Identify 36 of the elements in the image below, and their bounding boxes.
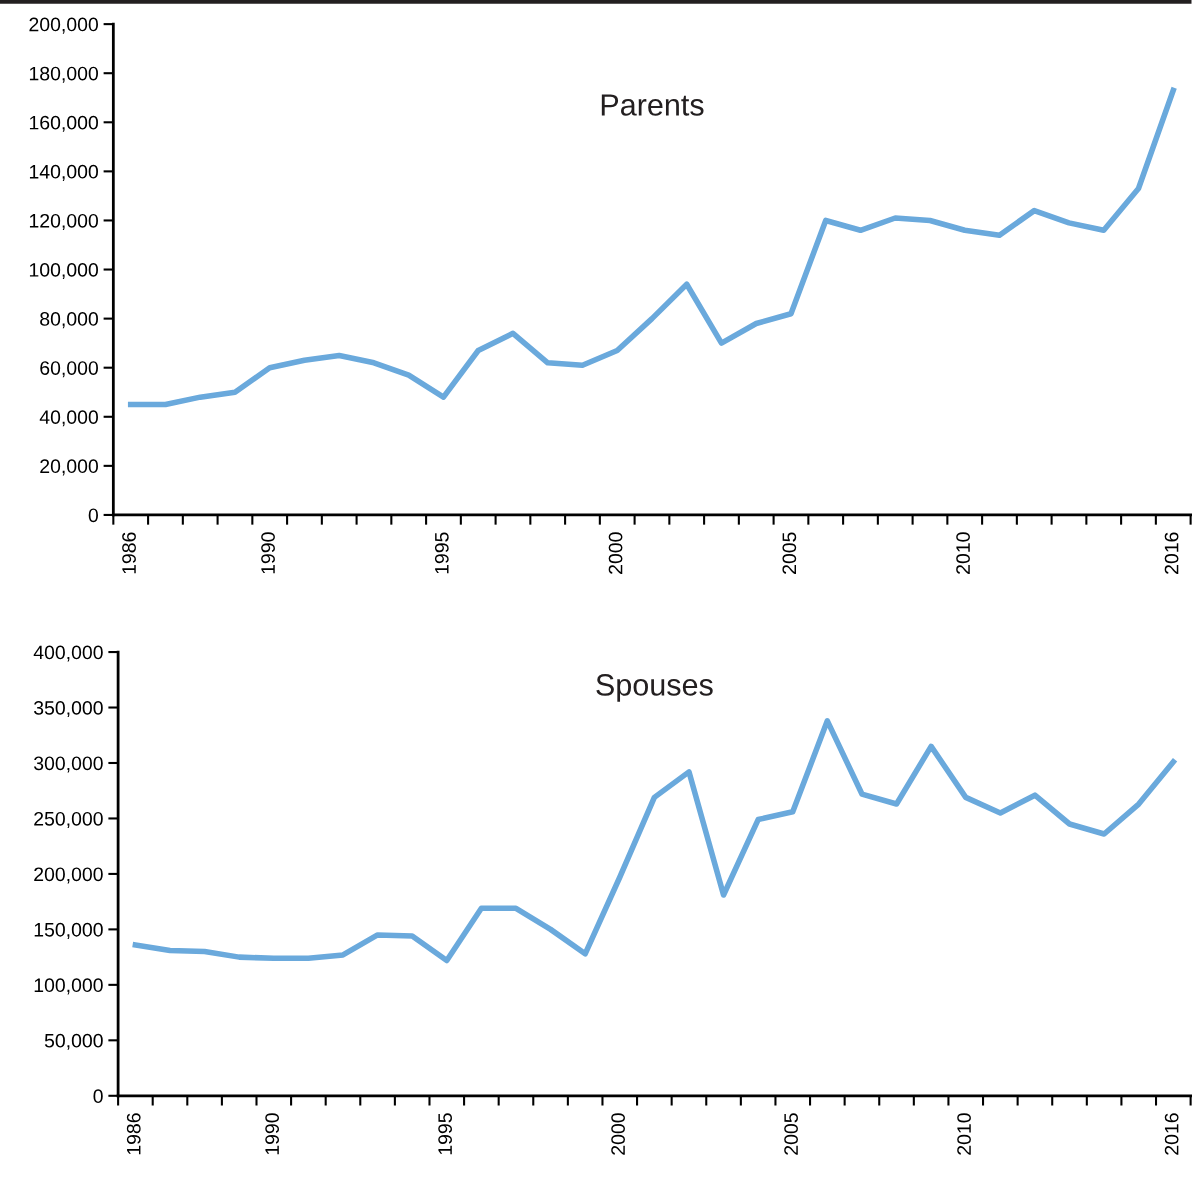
x-tick-label: 1995 <box>434 532 449 574</box>
x-tick-label: 2005 <box>784 1113 798 1155</box>
x-tick-label: 1990 <box>261 532 275 574</box>
text: Spouses <box>596 674 713 702</box>
y-tick-label: 200,000 <box>29 17 98 34</box>
x-tick-label: 1990 <box>265 1113 280 1155</box>
x-tick-label: 2000 <box>611 1113 625 1155</box>
x-tick-label: 2016 <box>1164 532 1179 574</box>
x-tick-label: 2000 <box>608 532 623 574</box>
y-tick-label: 250,000 <box>34 811 103 828</box>
y-tick-label: 100,000 <box>29 263 98 280</box>
x-tick-label: 1986 <box>126 1113 141 1155</box>
y-tick-label: 40,000 <box>39 410 98 427</box>
y-tick-label: 200,000 <box>34 867 103 884</box>
y-tick-label: 0 <box>88 508 98 523</box>
text: Parents <box>601 94 704 116</box>
y-tick-label: 120,000 <box>29 213 98 230</box>
y-tick-label: 0 <box>93 1089 103 1104</box>
y-tick-label: 180,000 <box>29 66 98 83</box>
y-tick-label: 350,000 <box>33 700 103 718</box>
y-tick-label: 300,000 <box>33 756 103 773</box>
x-tick-label: 2005 <box>782 532 797 574</box>
x-tick-label: 1986 <box>122 532 136 574</box>
y-tick-label: 50,000 <box>44 1033 103 1050</box>
x-tick-label: 1995 <box>438 1113 452 1155</box>
y-tick-label: 80,000 <box>40 312 98 329</box>
x-tick-label: 2016 <box>1164 1113 1179 1155</box>
y-tick-label: 400,000 <box>33 645 103 662</box>
x-tick-label: 2010 <box>957 1113 971 1155</box>
y-tick-label: 140,000 <box>29 164 98 181</box>
x-tick-label: 2010 <box>956 532 970 574</box>
y-tick-label: 150,000 <box>34 922 103 939</box>
y-tick-label: 100,000 <box>34 978 103 995</box>
y-tick-label: 20,000 <box>40 459 98 476</box>
y-tick-label: 60,000 <box>40 361 98 378</box>
y-tick-label: 160,000 <box>29 115 98 132</box>
